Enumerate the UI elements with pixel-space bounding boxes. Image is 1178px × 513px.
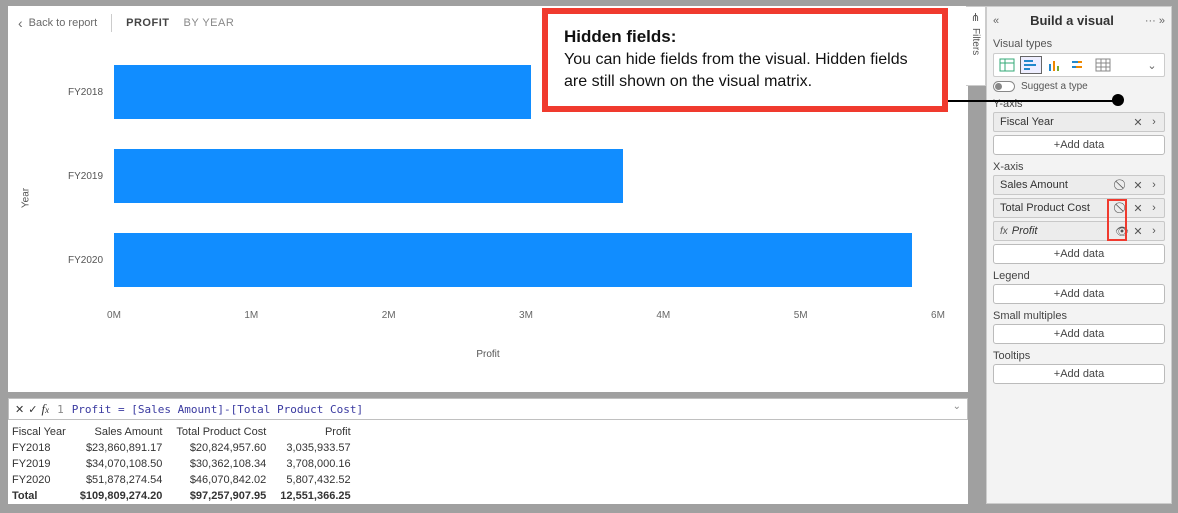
table-row[interactable]: FY2018$23,860,891.17$20,824,957.603,035,… bbox=[8, 440, 361, 456]
breadcrumb-active[interactable]: PROFIT bbox=[126, 17, 169, 29]
panel-more-icon[interactable]: ··· » bbox=[1145, 15, 1165, 27]
hide-icon[interactable]: ⃠ bbox=[1114, 179, 1130, 192]
callout-title: Hidden fields: bbox=[564, 27, 676, 46]
header-divider bbox=[111, 14, 112, 32]
viz-bar-horizontal-icon[interactable] bbox=[1020, 56, 1042, 74]
x-tick: 2M bbox=[382, 310, 396, 321]
bar[interactable] bbox=[114, 233, 912, 287]
viz-column-icon[interactable] bbox=[1044, 56, 1066, 74]
pill-remove-icon[interactable]: ✕ bbox=[1130, 202, 1146, 215]
x-tick: 6M bbox=[931, 310, 945, 321]
formula-expand-icon[interactable]: ⌄ bbox=[953, 401, 961, 412]
formula-text[interactable]: Profit = [Sales Amount]-[Total Product C… bbox=[72, 403, 363, 416]
callout-body: You can hide fields from the visual. Hid… bbox=[564, 51, 908, 90]
viz-table-icon[interactable] bbox=[996, 56, 1018, 74]
viz-stacked-bar-icon[interactable] bbox=[1068, 56, 1090, 74]
x-tick: 5M bbox=[794, 310, 808, 321]
table-header: Fiscal Year bbox=[8, 424, 76, 440]
filters-label: Filters bbox=[970, 28, 981, 55]
pill-remove-icon[interactable]: ✕ bbox=[1130, 116, 1146, 129]
pill-remove-icon[interactable]: ✕ bbox=[1130, 179, 1146, 192]
category-label: FY2018 bbox=[68, 87, 114, 98]
field-pill-total-product-cost[interactable]: Total Product Cost ⃠ ✕ › bbox=[993, 198, 1165, 218]
category-label: FY2019 bbox=[68, 171, 114, 182]
chevron-right-icon[interactable]: › bbox=[1146, 116, 1162, 128]
suggest-label: Suggest a type bbox=[1021, 81, 1088, 92]
annotation-callout: Hidden fields: You can hide fields from … bbox=[542, 8, 948, 112]
viz-expand-icon[interactable]: ⌄ bbox=[1142, 59, 1162, 72]
category-label: FY2020 bbox=[68, 255, 114, 266]
callout-leader-line bbox=[948, 100, 1116, 102]
suggest-type-row[interactable]: Suggest a type bbox=[993, 81, 1165, 92]
add-data-tooltips-button[interactable]: +Add data bbox=[993, 364, 1165, 384]
y-axis-label: Year bbox=[21, 188, 32, 208]
filters-funnel-icon: ⋔ bbox=[971, 11, 980, 24]
table-header: Sales Amount bbox=[76, 424, 173, 440]
visual-types-label: Visual types bbox=[993, 38, 1165, 50]
chevron-right-icon[interactable]: › bbox=[1146, 202, 1162, 214]
hide-icon[interactable]: ⃠ bbox=[1114, 202, 1130, 215]
data-table: Fiscal YearSales AmountTotal Product Cos… bbox=[8, 424, 361, 504]
visible-icon[interactable]: 👁 bbox=[1114, 225, 1130, 238]
panel-title: Build a visual bbox=[1030, 13, 1114, 28]
table-total-row: Total$109,809,274.20$97,257,907.9512,551… bbox=[8, 488, 361, 504]
formula-cancel-icon[interactable]: ✕ bbox=[15, 403, 24, 416]
table-row[interactable]: FY2020$51,878,274.54$46,070,842.025,807,… bbox=[8, 472, 361, 488]
bar[interactable] bbox=[114, 65, 531, 119]
build-visual-panel: « Build a visual ··· » Visual types ⌄ Su… bbox=[986, 6, 1172, 504]
well-label-xaxis: X-axis bbox=[993, 161, 1165, 173]
x-axis-label: Profit bbox=[476, 349, 499, 360]
fx-icon: fx bbox=[41, 401, 49, 417]
formula-commit-icon[interactable]: ✓ bbox=[28, 403, 37, 416]
add-data-legend-button[interactable]: +Add data bbox=[993, 284, 1165, 304]
add-data-xaxis-button[interactable]: +Add data bbox=[993, 244, 1165, 264]
visual-type-picker: ⌄ bbox=[993, 53, 1165, 77]
back-label: Back to report bbox=[29, 17, 97, 29]
back-to-report-link[interactable]: ‹ Back to report bbox=[18, 15, 97, 31]
add-data-yaxis-button[interactable]: +Add data bbox=[993, 135, 1165, 155]
viz-matrix-icon[interactable] bbox=[1092, 56, 1114, 74]
table-header: Profit bbox=[276, 424, 360, 440]
x-axis: 0M1M2M3M4M5M6M bbox=[114, 310, 938, 332]
field-pill-fiscal-year[interactable]: Fiscal Year ✕ › bbox=[993, 112, 1165, 132]
well-label-tooltips: Tooltips bbox=[993, 350, 1165, 362]
x-tick: 1M bbox=[244, 310, 258, 321]
bar[interactable] bbox=[114, 149, 623, 203]
chart-row: FY2019 bbox=[68, 134, 938, 218]
x-tick: 3M bbox=[519, 310, 533, 321]
suggest-toggle[interactable] bbox=[993, 81, 1015, 92]
field-pill-profit[interactable]: fx Profit 👁 ✕ › bbox=[993, 221, 1165, 241]
table-header: Total Product Cost bbox=[172, 424, 276, 440]
measure-fx-icon: fx bbox=[1000, 226, 1008, 237]
well-label-legend: Legend bbox=[993, 270, 1165, 282]
pill-remove-icon[interactable]: ✕ bbox=[1130, 225, 1146, 238]
formula-line-number: 1 bbox=[57, 403, 64, 416]
table-row[interactable]: FY2019$34,070,108.50$30,362,108.343,708,… bbox=[8, 456, 361, 472]
panel-collapse-left-icon[interactable]: « bbox=[993, 15, 999, 27]
data-pane: ✕ ✓ fx 1 Profit = [Sales Amount]-[Total … bbox=[8, 392, 968, 504]
field-pill-sales-amount[interactable]: Sales Amount ⃠ ✕ › bbox=[993, 175, 1165, 195]
breadcrumb-secondary[interactable]: BY YEAR bbox=[184, 17, 235, 29]
formula-bar[interactable]: ✕ ✓ fx 1 Profit = [Sales Amount]-[Total … bbox=[8, 398, 968, 420]
add-data-small-multiples-button[interactable]: +Add data bbox=[993, 324, 1165, 344]
filters-pane-collapsed[interactable]: ⋔ Filters bbox=[966, 6, 986, 86]
x-tick: 0M bbox=[107, 310, 121, 321]
x-tick: 4M bbox=[656, 310, 670, 321]
chevron-right-icon[interactable]: › bbox=[1146, 225, 1162, 237]
callout-leader-dot bbox=[1112, 94, 1124, 106]
chevron-right-icon[interactable]: › bbox=[1146, 179, 1162, 191]
chart-row: FY2020 bbox=[68, 218, 938, 302]
well-label-small-multiples: Small multiples bbox=[993, 310, 1165, 322]
chevron-left-icon: ‹ bbox=[18, 15, 23, 31]
